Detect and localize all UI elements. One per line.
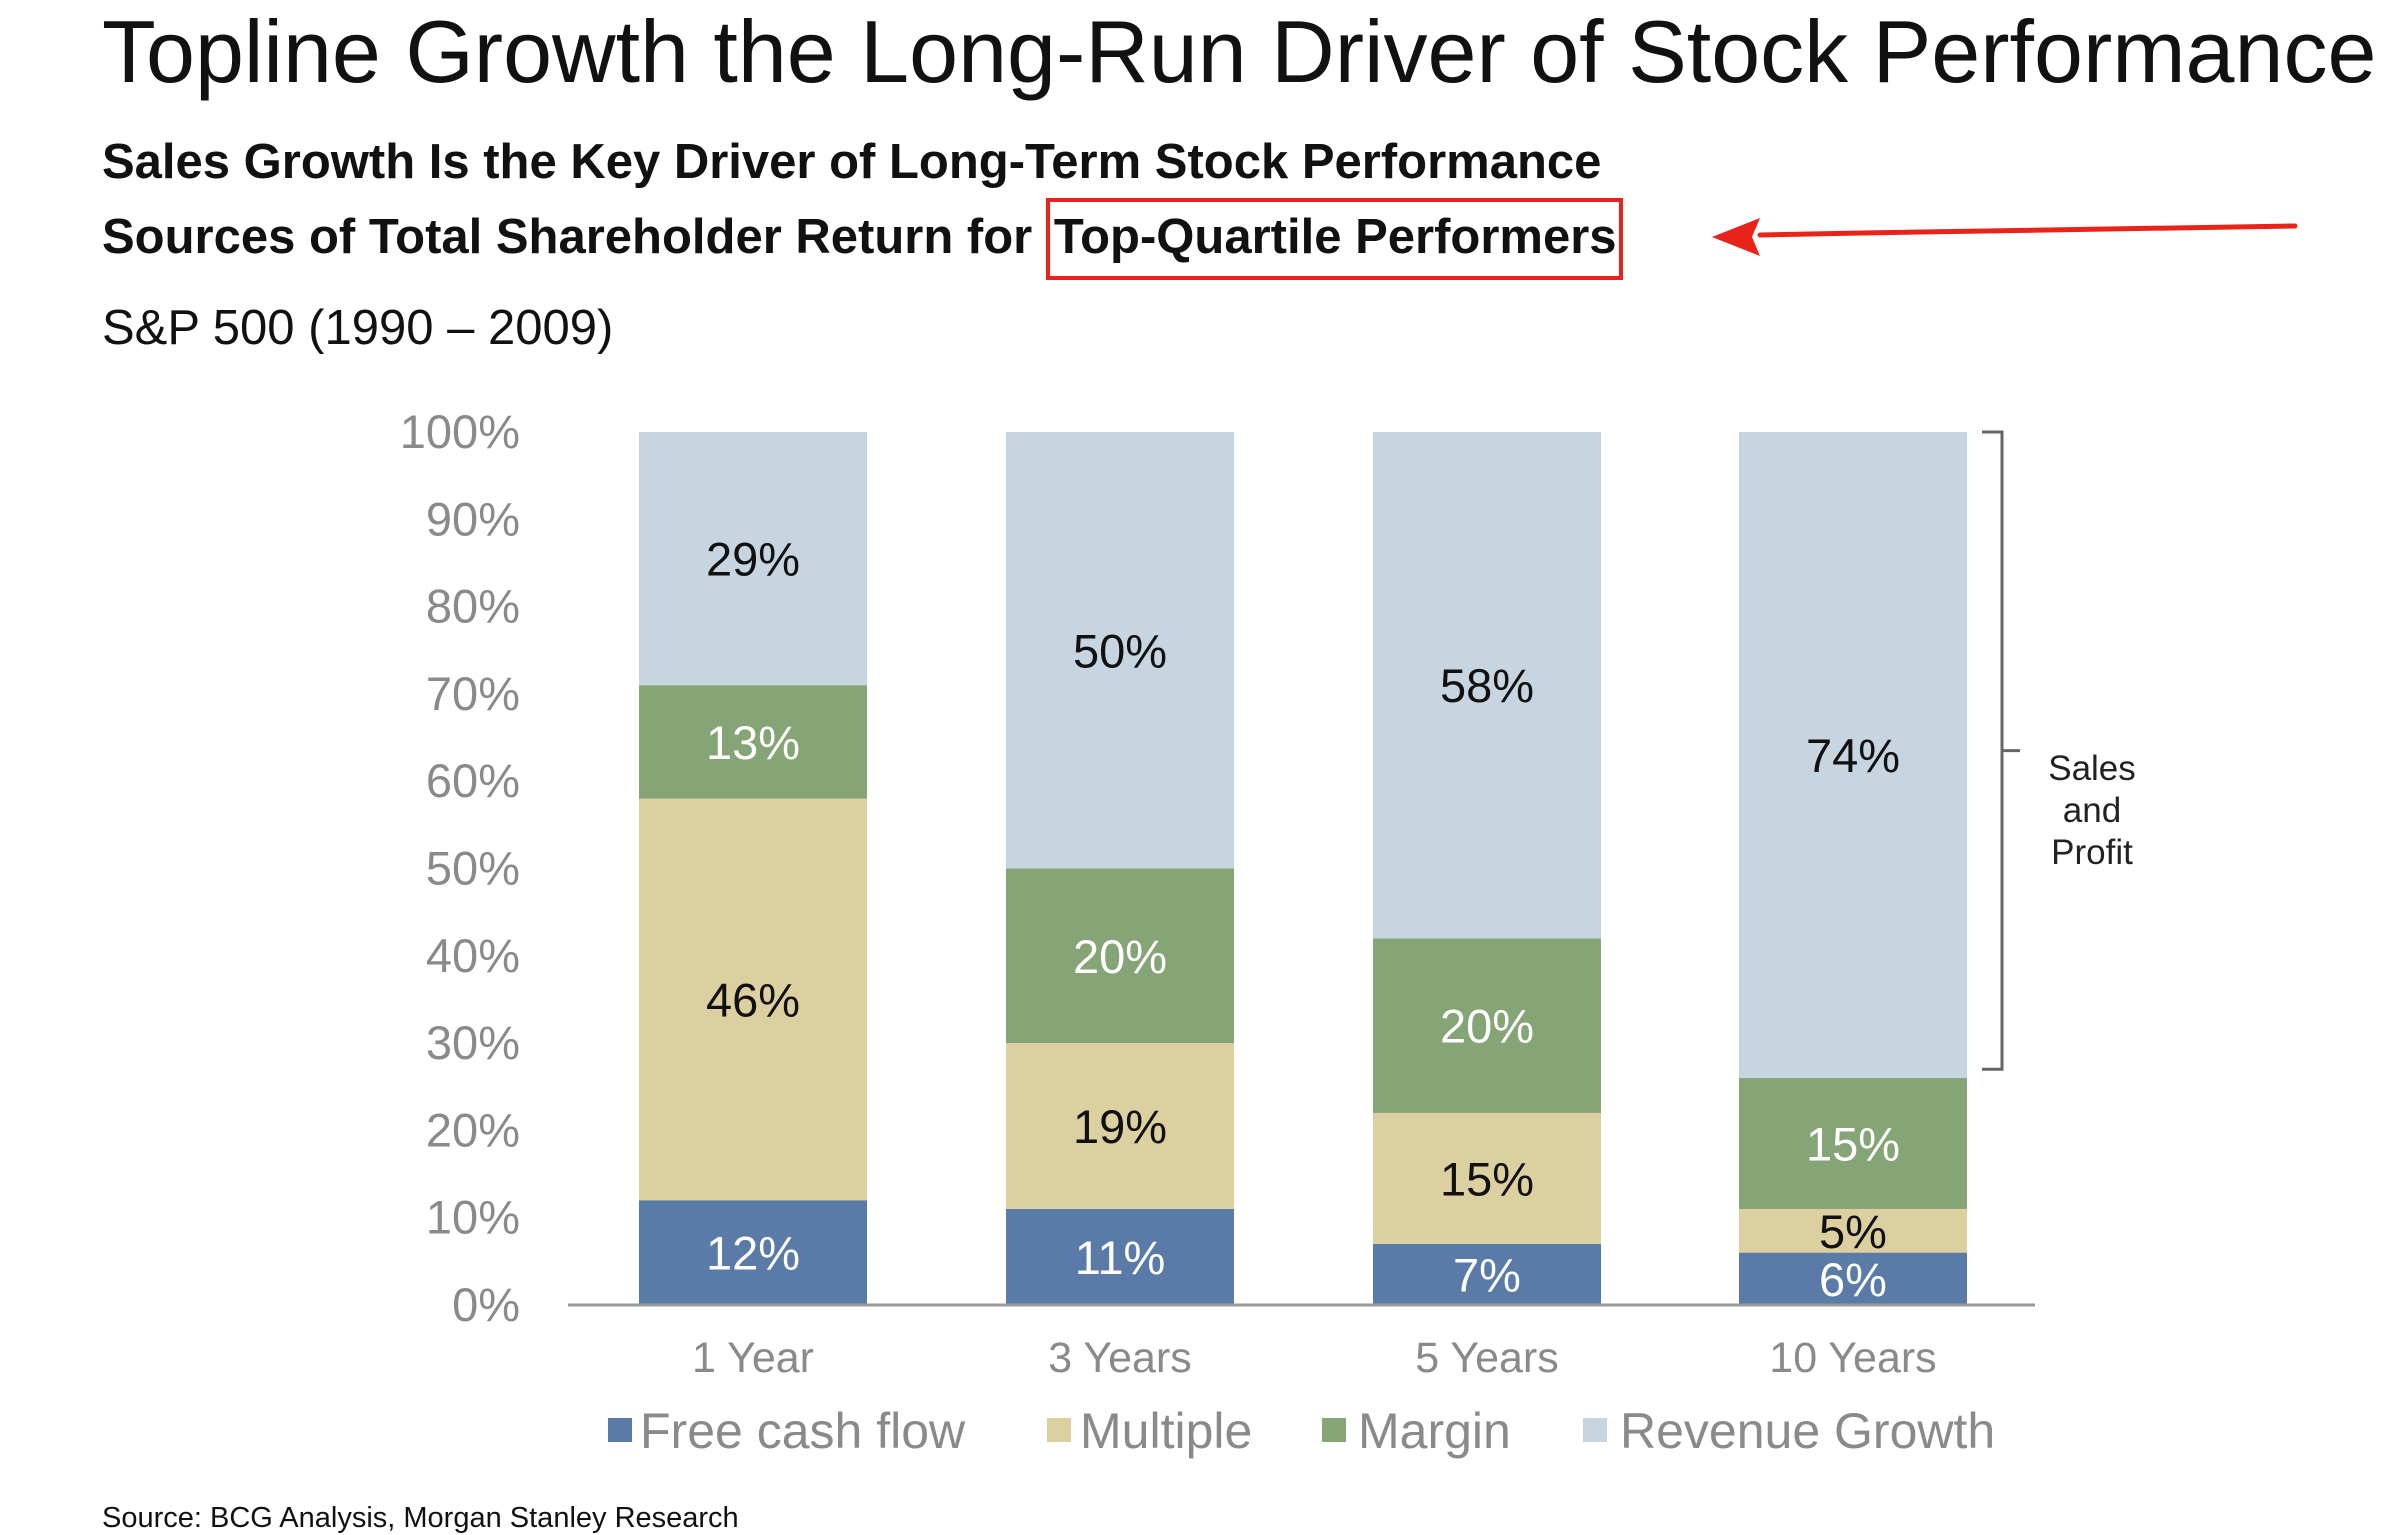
legend-label: Multiple	[1080, 1403, 1252, 1459]
data-label: 20%	[1440, 1000, 1534, 1053]
bar-segment	[1373, 432, 1601, 939]
bar-segment	[1006, 1208, 1234, 1305]
bar-segment	[639, 685, 867, 799]
legend-swatch	[1322, 1418, 1346, 1442]
bar-segment	[1739, 1252, 1967, 1305]
y-tick-label: 100%	[400, 405, 520, 458]
y-tick-label: 10%	[426, 1191, 520, 1244]
arrow-line	[1757, 223, 2298, 238]
x-tick-label: 10 Years	[1769, 1334, 1936, 1382]
bracket-label: Sales	[2048, 749, 2136, 788]
bar-segment	[1373, 1112, 1601, 1244]
subtitle-prefix: Sources of Total Shareholder Return for	[102, 210, 1046, 264]
bar-segment	[1006, 868, 1234, 1044]
page-title: Topline Growth the Long-Run Driver of St…	[102, 2, 2377, 101]
data-label: 12%	[706, 1227, 800, 1280]
legend-label: Revenue Growth	[1620, 1403, 1995, 1459]
bracket-label: and	[2063, 791, 2121, 830]
legend-label: Free cash flow	[640, 1403, 966, 1459]
bar-segment	[1373, 1243, 1601, 1305]
legend-swatch	[608, 1418, 632, 1442]
arrow-head	[1712, 218, 1760, 256]
bar-segment	[1739, 1078, 1967, 1209]
legend-label: Margin	[1358, 1403, 1511, 1459]
data-label: 15%	[1806, 1117, 1900, 1170]
data-label: 15%	[1440, 1152, 1534, 1205]
y-tick-label: 20%	[426, 1103, 520, 1156]
y-tick-label: 0%	[452, 1278, 520, 1331]
data-label: 20%	[1073, 930, 1167, 983]
x-tick-label: 5 Years	[1415, 1334, 1558, 1382]
legend-swatch	[1583, 1418, 1607, 1442]
bar-segment	[1739, 1208, 1967, 1253]
bar-segment	[1006, 432, 1234, 869]
x-tick-label: 1 Year	[692, 1334, 814, 1382]
bar-segment	[639, 432, 867, 686]
highlighted-phrase: Top-Quartile Performers	[1045, 198, 1623, 280]
bracket-label: Profit	[2051, 833, 2133, 872]
y-tick-label: 70%	[426, 667, 520, 720]
bar-segment	[639, 1200, 867, 1305]
bar-segment	[1373, 938, 1601, 1113]
chart-legend: Free cash flow Multiple Margin Revenue Grow…	[608, 1403, 1995, 1459]
plot-area: 0% 10% 20% 30% 40% 50% 60% 70% 80% 90% 100% 12% 46% 1…	[400, 405, 2035, 1382]
y-tick-label: 40%	[426, 929, 520, 982]
data-label: 19%	[1073, 1100, 1167, 1153]
y-tick-label: 80%	[426, 580, 520, 633]
y-tick-label: 30%	[426, 1016, 520, 1069]
bar-segment	[1739, 432, 1967, 1079]
bracket-line	[1982, 430, 2020, 1071]
legend-swatch	[1047, 1418, 1071, 1442]
data-label: 58%	[1440, 659, 1534, 712]
y-tick-label: 50%	[426, 842, 520, 895]
bar-segment	[639, 798, 867, 1201]
data-label: 5%	[1819, 1205, 1887, 1258]
bar-segment	[1006, 1043, 1234, 1209]
data-label: 6%	[1819, 1253, 1887, 1306]
data-label: 13%	[706, 716, 800, 769]
chart-subtitle-secondary: Sources of Total Shareholder Return for …	[102, 198, 1623, 280]
index-and-period: S&P 500 (1990 – 2009)	[102, 301, 614, 355]
data-label: 74%	[1806, 729, 1900, 782]
y-tick-label: 90%	[426, 492, 520, 545]
data-label: 11%	[1075, 1231, 1166, 1284]
annotation-arrow	[1712, 218, 2298, 256]
y-tick-label: 60%	[426, 754, 520, 807]
chart-subtitle: Sales Growth Is the Key Driver of Long-T…	[102, 135, 1602, 189]
data-label: 7%	[1453, 1248, 1521, 1301]
source-note: Source: BCG Analysis, Morgan Stanley Res…	[102, 1502, 739, 1534]
data-label: 50%	[1073, 624, 1167, 677]
data-label: 29%	[706, 533, 800, 586]
data-label: 46%	[706, 973, 800, 1026]
x-tick-label: 3 Years	[1048, 1334, 1191, 1382]
